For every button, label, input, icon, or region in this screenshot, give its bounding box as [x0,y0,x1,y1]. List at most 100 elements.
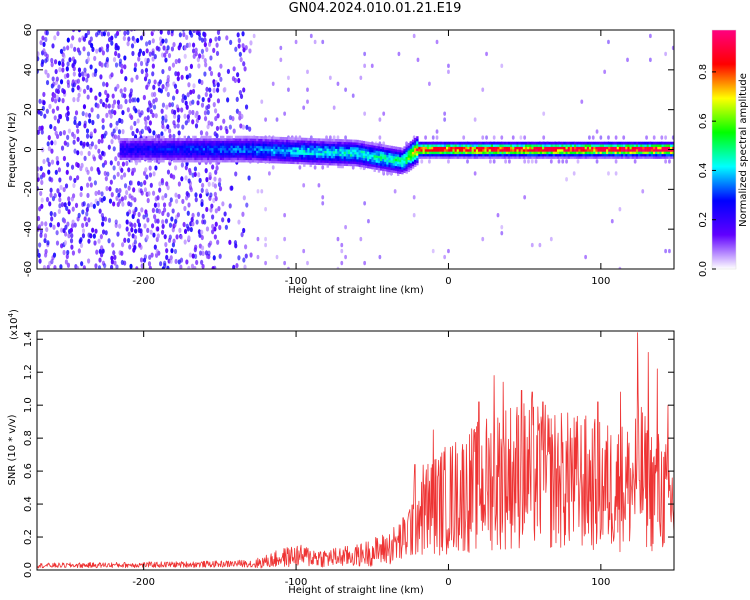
spectrogram-cell [315,147,319,151]
spectrogram-cell [260,140,263,144]
spectrogram-cell [424,135,428,140]
spectrogram-cell [196,138,199,141]
spectrogram-cell [463,151,466,155]
spectrogram-cell [332,135,336,140]
spectrogram-cell [478,153,481,157]
spectrogram-cell [61,98,65,104]
spectrogram-cell [170,152,174,156]
spectrogram-cell [200,187,204,194]
spectrogram-cell [183,138,187,141]
spectrogram-cell [62,227,66,234]
spectrogram-cell [117,104,121,110]
spectrogram-cell [623,146,626,150]
spectrogram-cell [343,144,347,147]
spectrogram-cell [482,153,485,157]
spectrogram-cell [37,51,40,57]
spectrogram-cell [203,37,207,43]
spectrogram-cell [105,185,109,192]
spectrogram-cell [644,146,647,150]
spectrogram-cell [154,165,158,171]
spectrogram-cell [424,144,428,147]
spectrogram-cell [396,146,400,150]
spectrogram-cell [552,153,556,157]
spectrogram-cell [416,143,419,147]
spectrogram-cell [119,138,123,141]
spectrogram-cell [67,128,71,134]
spectrogram-cell [332,105,336,110]
spectrogram-cell [390,169,393,173]
spectrogram-cell [196,159,199,163]
spectrogram-cell [260,157,263,161]
spectrogram-cell [305,152,308,155]
spectrogram-cell [187,159,191,163]
spectrogram-cell [160,154,163,158]
spectrogram-cell [236,159,240,163]
spectrogram-cell [281,160,285,164]
spectrogram-cell [207,97,211,103]
spectrogram-cell [595,144,598,147]
spectrogram-cell [162,138,165,141]
spectrogram-cell [478,144,481,147]
spectrogram-cell [83,71,87,77]
spectrogram-cell [197,30,201,34]
spectrogram-cell [612,153,615,157]
spectrogram-cell [138,147,142,151]
spectrogram-cell [315,145,319,149]
spectrogram-cell [330,150,334,154]
spectrogram-cell [618,141,622,145]
spectrogram-cell [439,151,443,155]
spectrogram-cell [100,46,104,52]
spectrogram-cell [234,152,238,156]
spectrogram-cell [226,147,229,151]
spectrogram-cell [510,141,513,145]
spectrogram-cell [300,144,304,148]
spectrogram-cell [538,242,542,248]
spectrogram-cell [407,164,411,168]
spectrogram-cell [170,216,174,222]
spectrogram-cell [437,156,440,159]
spectrogram-cell [644,151,647,155]
spectrogram-cell [198,154,201,158]
spectrogram-cell [202,157,206,161]
spectrogram-cell [62,89,66,95]
spectrogram-cell [350,153,353,157]
spectrogram-cell [128,98,132,104]
spectrogram-cell [247,145,251,149]
spectrogram-cell [548,153,551,157]
spectrogram-cell [189,89,193,95]
spectrogram-cell [652,153,656,157]
spectrogram-cell [101,50,105,56]
spectrogram-cell [119,140,123,144]
spectrogram-cell [88,176,92,182]
spectrogram-cell [236,154,240,158]
spectrogram-cell [181,152,184,156]
spectrogram-cell [234,142,238,146]
spectrogram-cell [40,125,44,131]
spectrogram-cell [382,165,385,169]
spectrogram-cell [595,151,598,155]
spectrogram-cell [505,151,509,155]
spectrogram-cell [601,146,605,150]
spectrogram-cell [127,231,131,237]
spectrogram-cell [655,156,658,159]
spectrogram-cell [116,171,120,177]
spectrogram-cell [120,174,124,180]
spectrogram-cell [345,156,349,159]
spectrogram-cell [524,156,528,159]
spectrogram-cell [339,165,342,169]
spectrogram-cell [243,142,246,146]
spectrogram-cell [422,148,425,152]
spectrogram-cell [399,154,402,158]
spectrogram-cell [341,141,344,145]
spectrogram-cell [201,263,205,269]
spectrogram-cell [567,148,571,152]
spectrogram-cell [378,117,382,122]
spectrogram-cell [499,156,502,159]
spectrogram-cell [625,141,628,145]
spectrogram-cell [219,145,223,149]
spectrogram-cell [336,266,340,269]
spectrogram-cell [133,97,137,103]
spectrogram-cell [420,141,423,145]
spectrogram-cell [486,146,489,150]
spectrogram-cell [450,144,453,147]
